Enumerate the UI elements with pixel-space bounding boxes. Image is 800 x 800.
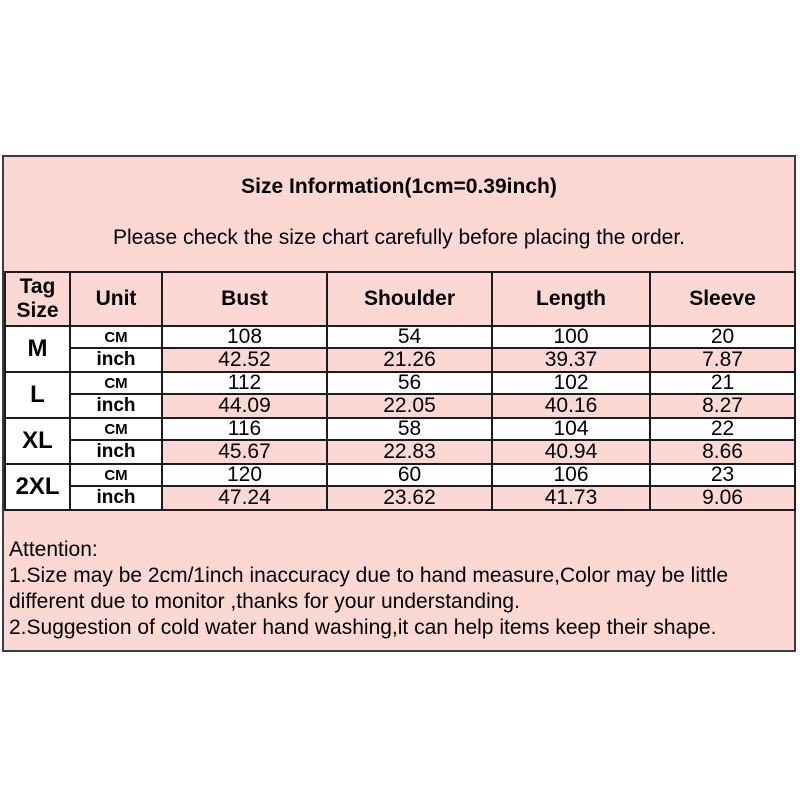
measurement-value-cell: 21.26 <box>326 347 493 373</box>
size-table-header-row: Tag Size Unit Bust Shoulder Length Sleev… <box>4 271 796 327</box>
measurement-value-cell: 58 <box>326 417 493 441</box>
size-label-cell: 2XL <box>4 463 71 511</box>
measurement-value-cell: 7.87 <box>649 347 796 373</box>
measurement-value-cell: 40.94 <box>491 439 651 465</box>
column-header-tag-size: Tag Size <box>4 271 71 327</box>
measurement-value-cell: 23.62 <box>326 485 493 511</box>
column-header-bust: Bust <box>161 271 328 327</box>
measurement-value-cell: 60 <box>326 463 493 487</box>
attention-heading: Attention: <box>9 538 98 561</box>
column-header-length: Length <box>491 271 651 327</box>
measurement-value-cell: 44.09 <box>161 393 328 419</box>
size-row-l-inch: inch 44.09 22.05 40.16 8.27 <box>5 393 796 419</box>
measurement-value-cell: 8.66 <box>649 439 796 465</box>
unit-cell: inch <box>69 393 163 419</box>
measurement-value-cell: 22.05 <box>326 393 493 419</box>
unit-cell: CM <box>69 417 163 441</box>
size-row-2xl-cm: 2XL CM 120 60 106 23 <box>4 463 796 511</box>
measurement-value-cell: 116 <box>161 417 328 441</box>
measurement-value-cell: 40.16 <box>491 393 651 419</box>
attention-section: Attention: 1.Size may be 2cm/1inch inacc… <box>4 511 794 650</box>
unit-cell: inch <box>69 347 163 373</box>
attention-note-1b: different due to monitor ,thanks for you… <box>9 590 520 613</box>
size-row-2xl-inch: inch 47.24 23.62 41.73 9.06 <box>5 485 796 511</box>
size-chart-table: Tag Size Unit Bust Shoulder Length Sleev… <box>4 271 796 511</box>
measurement-value-cell: 42.52 <box>161 347 328 373</box>
size-row-xl-inch: inch 45.67 22.83 40.94 8.66 <box>5 439 796 465</box>
column-header-unit: Unit <box>69 271 163 327</box>
attention-note-1a: 1.Size may be 2cm/1inch inaccuracy due t… <box>9 564 729 587</box>
measurement-value-cell: 21 <box>649 371 796 395</box>
attention-note-2: 2.Suggestion of cold water hand washing,… <box>9 616 717 639</box>
unit-cell: CM <box>69 325 163 349</box>
unit-cell: inch <box>69 439 163 465</box>
size-row-m-inch: inch 42.52 21.26 39.37 7.87 <box>5 347 796 373</box>
measurement-value-cell: 41.73 <box>491 485 651 511</box>
measurement-value-cell: 104 <box>491 417 651 441</box>
size-label-cell: L <box>4 371 71 419</box>
size-row-xl-cm: XL CM 116 58 104 22 <box>4 417 796 465</box>
measurement-value-cell: 102 <box>491 371 651 395</box>
column-header-shoulder: Shoulder <box>326 271 493 327</box>
size-row-l-cm: L CM 112 56 102 21 <box>4 371 796 419</box>
size-chart-notice: Please check the size chart carefully be… <box>113 226 685 249</box>
measurement-value-cell: 56 <box>326 371 493 395</box>
measurement-value-cell: 9.06 <box>649 485 796 511</box>
measurement-value-cell: 54 <box>326 325 493 349</box>
measurement-value-cell: 100 <box>491 325 651 349</box>
measurement-value-cell: 20 <box>649 325 796 349</box>
size-info-panel: Size Information(1cm=0.39inch) Please ch… <box>2 155 796 652</box>
measurement-value-cell: 106 <box>491 463 651 487</box>
size-label-cell: M <box>4 325 71 373</box>
measurement-value-cell: 47.24 <box>161 485 328 511</box>
measurement-value-cell: 108 <box>161 325 328 349</box>
measurement-value-cell: 23 <box>649 463 796 487</box>
measurement-value-cell: 39.37 <box>491 347 651 373</box>
size-info-title: Size Information(1cm=0.39inch) <box>241 175 557 198</box>
measurement-value-cell: 22 <box>649 417 796 441</box>
unit-cell: CM <box>69 371 163 395</box>
measurement-value-cell: 22.83 <box>326 439 493 465</box>
unit-cell: inch <box>69 485 163 511</box>
size-info-header: Size Information(1cm=0.39inch) Please ch… <box>4 157 794 271</box>
measurement-value-cell: 112 <box>161 371 328 395</box>
measurement-value-cell: 120 <box>161 463 328 487</box>
column-header-sleeve: Sleeve <box>649 271 796 327</box>
measurement-value-cell: 45.67 <box>161 439 328 465</box>
measurement-value-cell: 8.27 <box>649 393 796 419</box>
size-label-cell: XL <box>4 417 71 465</box>
unit-cell: CM <box>69 463 163 487</box>
size-row-m-cm: M CM 108 54 100 20 <box>4 325 796 373</box>
